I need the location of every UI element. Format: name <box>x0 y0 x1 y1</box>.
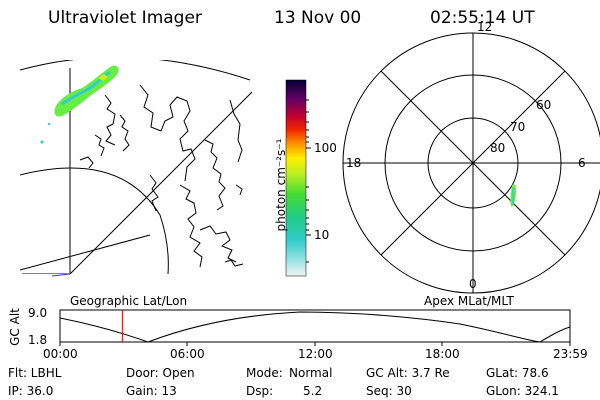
map-edge-blue <box>51 273 71 277</box>
seq-info: Seq: 30 <box>366 384 412 398</box>
filter-info: Flt: LBHL <box>8 366 62 380</box>
altitude-curve <box>59 311 571 343</box>
colorbar-tick-100: 100 <box>314 141 337 155</box>
mlt-label-18: 18 <box>346 156 362 170</box>
altitude-xtick: 18:00 <box>425 347 460 361</box>
geographic-caption: Geographic Lat/Lon <box>70 294 188 308</box>
mlat-label-70: 70 <box>510 120 526 134</box>
latitude-circle-inner <box>20 167 169 274</box>
colorbar <box>285 79 307 277</box>
altitude-ytick-high: 9.0 <box>28 306 48 320</box>
meridian-low <box>20 234 151 271</box>
apex-caption: Apex MLat/MLT <box>424 294 514 308</box>
latitude-circle-outer <box>20 60 251 81</box>
geographic-map <box>20 60 252 274</box>
gc-alt-info: GC Alt: 3.7 Re <box>366 366 450 380</box>
date-label: 13 Nov 00 <box>274 8 362 28</box>
dsp-label: Dsp: <box>246 384 274 398</box>
altitude-xtick: 12:00 <box>298 347 333 361</box>
mlt-label-6: 6 <box>578 156 586 170</box>
mlt-label-0: 0 <box>469 277 477 291</box>
altitude-xtick: 23:59 <box>553 347 588 361</box>
mlat-label-60: 60 <box>536 98 552 112</box>
mlat-label-80: 80 <box>490 141 506 155</box>
dsp-value: 5.2 <box>303 384 323 398</box>
coastline <box>139 84 196 182</box>
mlt-label-12: 12 <box>477 20 493 34</box>
colorbar-ticks <box>306 99 311 263</box>
altitude-plot <box>59 309 571 346</box>
altitude-xtick: 00:00 <box>43 347 78 361</box>
aurora-emission-polar <box>510 184 517 207</box>
colorbar-tick-10: 10 <box>314 228 330 242</box>
time-label: 02:55:14 UT <box>430 8 535 28</box>
mode-label: Mode: <box>246 366 283 380</box>
altitude-xtick: 06:00 <box>170 347 205 361</box>
meridian-diagonal <box>69 91 252 274</box>
polar-plot <box>342 32 600 294</box>
aurora-emission-geo <box>40 65 119 144</box>
altitude-ytick-low: 1.8 <box>28 333 48 347</box>
instrument-title: Ultraviolet Imager <box>48 8 202 28</box>
door-info: Door: Open <box>126 366 195 380</box>
glat-info: GLat: 78.6 <box>486 366 549 380</box>
glon-info: GLon: 324.1 <box>486 384 559 398</box>
colorbar-unit-label: photon cm⁻²s⁻¹ <box>274 138 288 232</box>
mode-value: Normal <box>289 366 333 380</box>
altitude-ylabel: GC Alt <box>8 308 22 346</box>
gain-info: Gain: 13 <box>126 384 177 398</box>
ip-info: IP: 36.0 <box>8 384 54 398</box>
